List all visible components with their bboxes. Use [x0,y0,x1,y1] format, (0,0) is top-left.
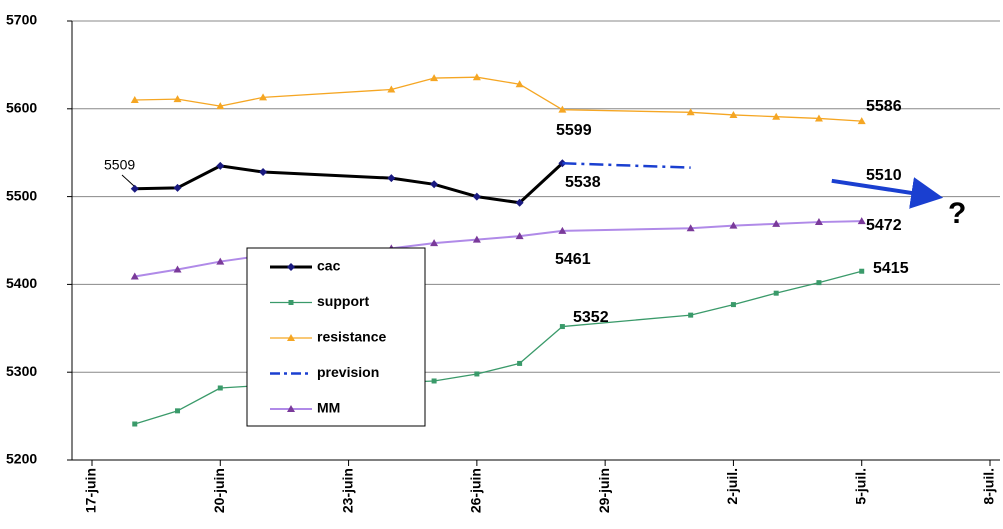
point [217,385,223,391]
point [559,324,565,330]
point [216,161,225,170]
point [259,93,268,101]
annotation-leader [121,174,135,187]
point [515,232,524,240]
point [729,110,738,118]
point [472,73,481,81]
point [287,405,295,412]
point [472,235,481,243]
x-tick-label: 17-juin [83,468,99,513]
point [558,226,567,234]
point [515,198,524,207]
x-tick-label: 29-juin [596,468,612,513]
point [216,257,225,265]
annotation: 5415 [873,260,909,277]
point [730,302,736,308]
point [688,312,694,318]
legend: cac support resistance prevision MM [246,247,426,427]
point [859,268,865,274]
point [857,217,866,225]
y-tick-label: 5300 [6,363,37,379]
point [472,192,481,201]
annotation: 5510 [866,167,902,184]
x-tick-label: 5-juil. [852,468,868,505]
annotation: 5472 [866,217,902,234]
legend-label: support [317,293,369,309]
point [558,105,567,113]
point [175,408,181,414]
annotation: 5586 [866,98,902,115]
point [130,96,139,104]
point [130,272,139,280]
y-tick-label: 5500 [6,187,37,203]
series-line [134,220,862,278]
y-tick-label: 5600 [6,100,37,116]
point [515,80,524,88]
point [816,280,822,286]
point [474,371,480,377]
y-tick-label: 5400 [6,275,37,291]
point [430,74,439,82]
legend-label: MM [317,400,340,416]
x-tick-label: 2-juil. [724,468,740,505]
x-tick-label: 23-juin [339,468,355,513]
forecast-arrow [831,177,944,209]
y-tick-label: 5200 [6,451,37,467]
legend-box [246,247,426,427]
point [686,108,695,116]
point [173,265,182,273]
point [216,102,225,110]
point [814,114,823,122]
x-tick-label: 20-juin [211,468,227,513]
legend-label: resistance [317,329,386,345]
point [431,378,437,384]
annotation: 5461 [555,251,591,268]
point [287,334,295,341]
point [173,183,182,192]
point [132,421,138,427]
annotation: ? [948,197,966,230]
annotation: 5352 [573,309,609,326]
point [814,218,823,226]
legend-label: prevision [317,364,379,380]
point [430,180,439,189]
annotation: 5509 [104,157,135,173]
x-tick-label: 26-juin [468,468,484,513]
point [773,290,779,296]
point [772,112,781,120]
point [288,300,294,305]
point [686,224,695,232]
point [517,360,523,366]
point [259,168,268,177]
point [430,239,439,247]
point [130,184,139,193]
series-line [134,270,862,425]
series-line [134,76,862,122]
point [857,117,866,125]
x-tick-label: 8-juil. [981,468,997,505]
point [387,174,396,183]
legend-label: cac [317,258,341,274]
point [387,85,396,93]
point [772,219,781,227]
annotation: 5538 [565,174,601,191]
point [287,263,295,271]
y-tick-label: 5700 [6,12,37,28]
point [729,221,738,229]
annotation: 5599 [556,122,592,139]
point [173,95,182,103]
